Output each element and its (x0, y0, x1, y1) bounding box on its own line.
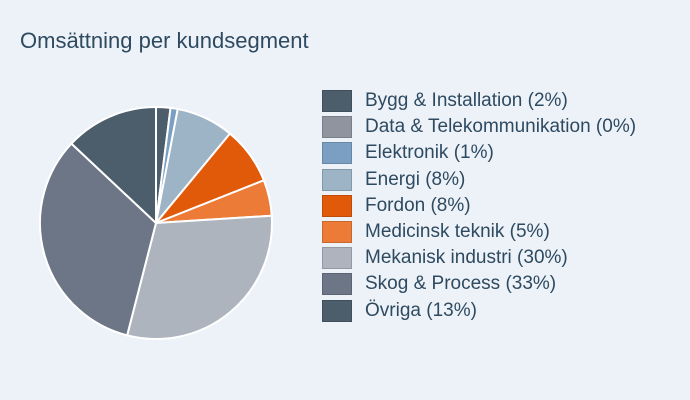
legend-item: Data & Telekommunikation (0%) (322, 114, 690, 140)
legend-item: Fordon (8%) (322, 193, 690, 219)
legend-label: Skog & Process (33%) (365, 273, 557, 295)
legend-swatch (322, 247, 352, 270)
legend-label: Fordon (8%) (365, 194, 471, 216)
legend: Bygg & Installation (2%) Data & Telekommu… (322, 88, 690, 324)
legend-label: Elektronik (1%) (365, 142, 494, 164)
pie-slice-mekanisk-industri (126, 214, 273, 340)
legend-item: Bygg & Installation (2%) (322, 88, 690, 114)
legend-item: Övriga (13%) (322, 298, 690, 324)
pie-slice-skog-process (39, 142, 157, 337)
legend-swatch (322, 116, 352, 139)
legend-swatch (322, 299, 352, 322)
chart-title: Omsättning per kundsegment (20, 28, 309, 53)
pie-chart (39, 105, 273, 340)
legend-item: Medicinsk teknik (5%) (322, 219, 690, 245)
pie-slice-övriga (70, 106, 157, 224)
legend-label: Data & Telekommunikation (0%) (365, 116, 637, 138)
legend-item: Mekanisk industri (30%) (322, 245, 690, 271)
legend-label: Övriga (13%) (365, 299, 477, 321)
legend-swatch (322, 273, 352, 296)
legend-label: Bygg & Installation (2%) (365, 90, 568, 112)
legend-swatch (322, 90, 352, 113)
legend-label: Medicinsk teknik (5%) (365, 221, 550, 243)
legend-swatch (322, 168, 352, 191)
legend-item: Elektronik (1%) (322, 140, 690, 166)
legend-swatch (322, 142, 352, 165)
legend-swatch (322, 194, 352, 217)
legend-label: Energi (8%) (365, 168, 466, 190)
legend-label: Mekanisk industri (30%) (365, 247, 568, 269)
legend-item: Energi (8%) (322, 167, 690, 193)
legend-swatch (322, 221, 352, 244)
legend-item: Skog & Process (33%) (322, 271, 690, 297)
